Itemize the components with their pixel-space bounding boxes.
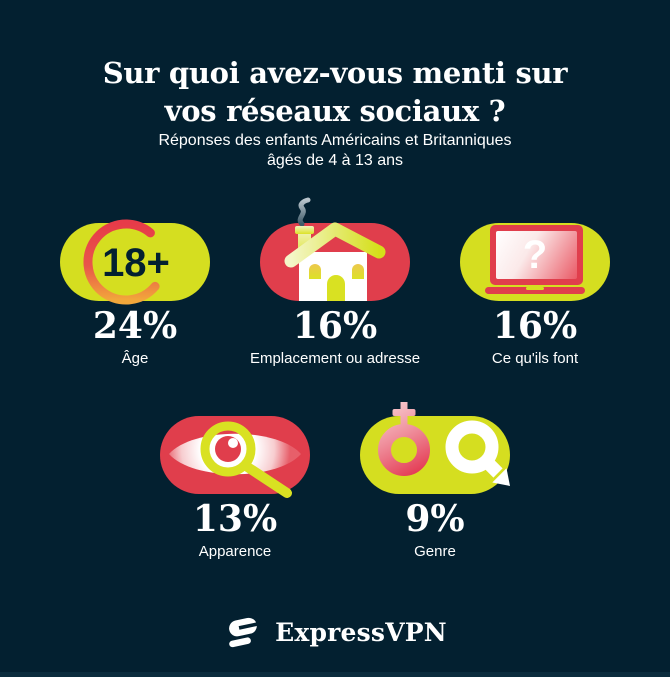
brand-wordmark: ExpressVPN xyxy=(275,617,447,647)
age-18-plus-icon: 18+ xyxy=(60,219,210,305)
stat-item-appearance: 13% Apparence xyxy=(135,390,335,560)
brand-footer: ExpressVPN xyxy=(0,608,670,656)
eye-magnifier-icon xyxy=(160,416,310,498)
expressvpn-logo-icon xyxy=(229,617,262,648)
gender-symbols-icon xyxy=(360,402,510,494)
magnifier-ring xyxy=(200,421,256,477)
house-roof xyxy=(284,222,386,268)
stat-percent-appearance: 13% xyxy=(192,498,278,540)
stat-item-location: 16% Emplacement ou adresse xyxy=(235,197,435,367)
stat-item-activity: ? 16% Ce qu'ils font xyxy=(435,197,635,367)
laptop-question-icon: ? xyxy=(460,223,610,301)
stat-label-appearance: Apparence xyxy=(198,542,272,560)
page-title-line2: vos réseaux sociaux ? xyxy=(164,94,506,129)
age-badge-text: 18+ xyxy=(102,241,170,285)
stat-item-age: 18+ 24% Âge xyxy=(35,197,235,367)
laptop-screen xyxy=(496,231,577,279)
bottom-edge-strip xyxy=(0,672,670,677)
page-title: Sur quoi avez-vous menti sur vos réseaux… xyxy=(0,54,670,131)
stat-percent-activity: 16% xyxy=(492,305,578,347)
male-symbol xyxy=(445,420,510,486)
stat-item-gender: 9% Genre xyxy=(335,390,535,560)
page-subtitle-line2: âgés de 4 à 13 ans xyxy=(266,152,404,170)
laptop-base xyxy=(485,287,585,294)
question-mark-glyph: ? xyxy=(523,233,547,277)
page-subtitle: Réponses des enfants Américains et Brita… xyxy=(0,131,670,172)
female-symbol xyxy=(378,402,430,476)
house-door xyxy=(327,275,345,301)
chimney-smoke xyxy=(297,197,311,227)
stat-percent-age: 24% xyxy=(92,305,178,347)
page-title-line1: Sur quoi avez-vous menti sur xyxy=(102,56,568,90)
eye-pupil xyxy=(215,436,241,462)
window-left xyxy=(309,264,321,279)
stat-label-gender: Genre xyxy=(414,542,456,560)
stat-label-age: Âge xyxy=(121,349,149,367)
stat-label-location: Emplacement ou adresse xyxy=(249,349,421,367)
window-right xyxy=(352,264,364,279)
page-subtitle-line1: Réponses des enfants Américains et Brita… xyxy=(158,132,512,149)
stat-label-activity: Ce qu'ils font xyxy=(491,349,579,367)
house-icon xyxy=(260,197,410,301)
stat-percent-gender: 9% xyxy=(405,498,465,540)
stat-percent-location: 16% xyxy=(292,305,378,347)
magnifier-handle xyxy=(241,461,292,498)
